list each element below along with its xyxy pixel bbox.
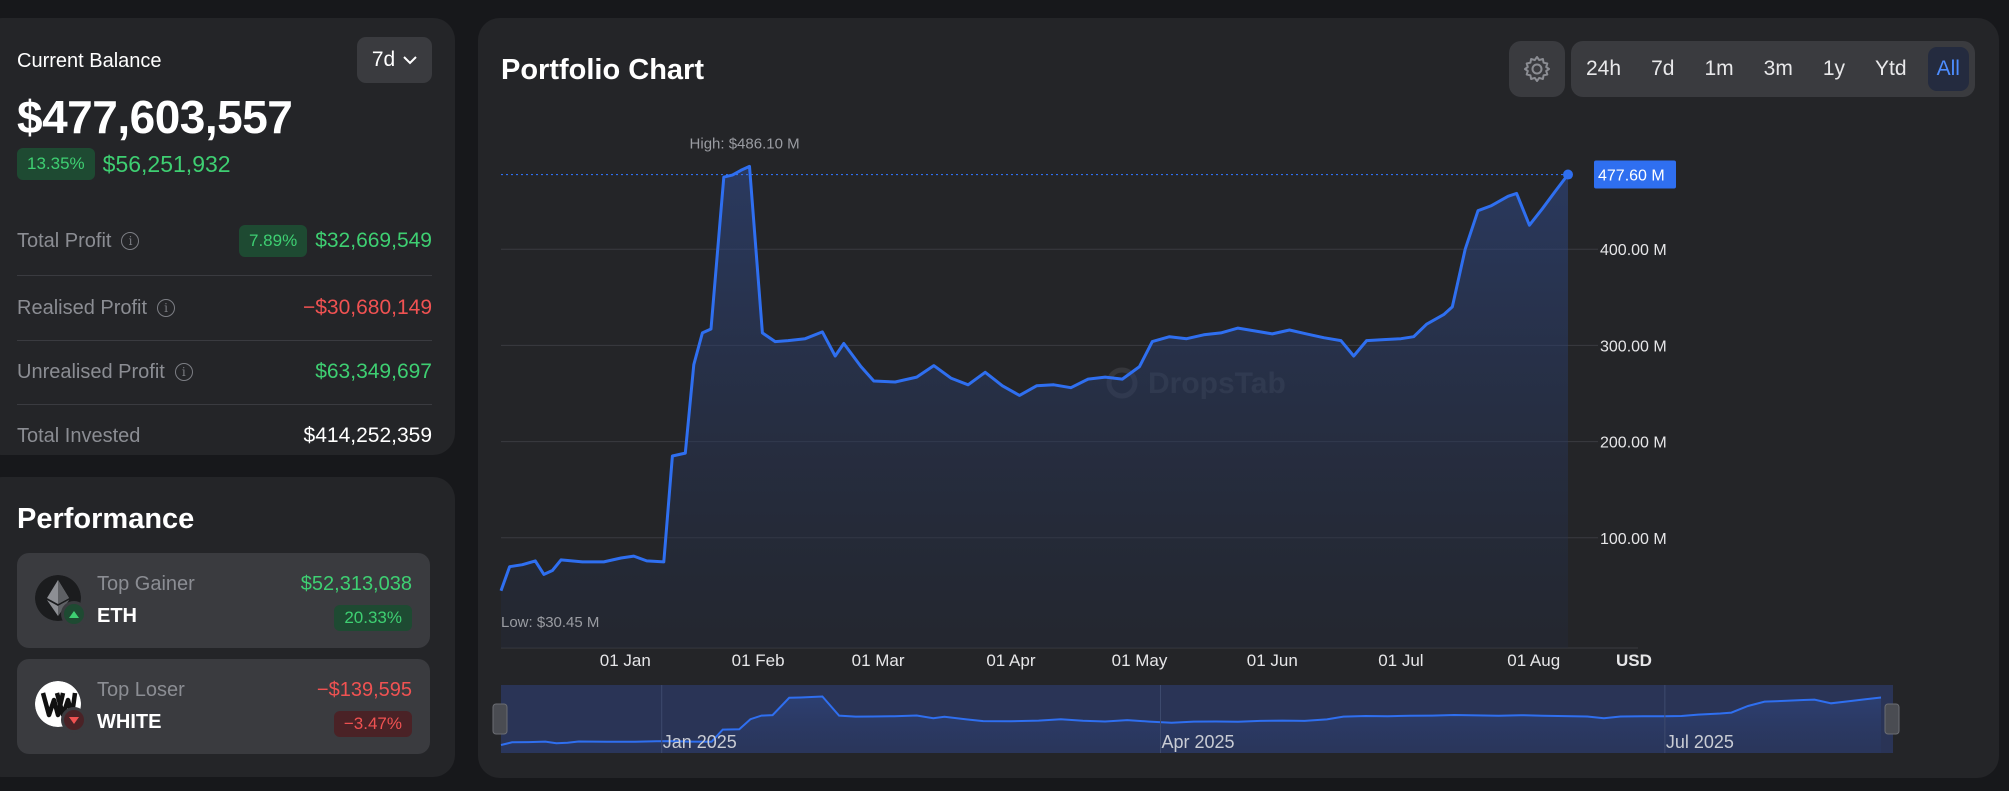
performance-card: Performance Top Gainer ETH $52,313,038 2… <box>0 477 455 777</box>
balance-change-pct-badge: 13.35% <box>17 148 95 180</box>
x-tick-label: 01 May <box>1112 651 1168 670</box>
range-7d[interactable]: 7d <box>1651 57 1675 80</box>
realised-profit-value: −$30,680,149 <box>302 296 432 319</box>
range-all[interactable]: All <box>1927 47 1969 91</box>
chart-title: Portfolio Chart <box>501 54 704 86</box>
range-3m[interactable]: 3m <box>1763 57 1793 80</box>
low-annotation: Low: $30.45 M <box>501 614 599 631</box>
x-tick-label: 01 Mar <box>852 651 905 670</box>
balance-range-value: 7d <box>371 48 396 71</box>
navigator-line <box>500 695 1882 746</box>
range-ytd[interactable]: Ytd <box>1875 57 1907 80</box>
x-tick-label: 01 Jan <box>600 651 651 670</box>
navigator-right-handle[interactable] <box>1884 703 1900 735</box>
chart-settings-button[interactable] <box>1509 41 1565 97</box>
top-loser-card[interactable]: Top Loser WHITE −$139,595 −3.47% <box>17 659 430 754</box>
top-loser-pct-badge: −3.47% <box>333 711 412 737</box>
balance-card: Current Balance 7d $477,603,557 13.35% $… <box>0 18 455 455</box>
top-loser-symbol: WHITE <box>97 711 162 733</box>
x-tick-label: 01 Jun <box>1247 651 1298 670</box>
navigator-label: Apr 2025 <box>1162 732 1235 752</box>
y-tick-label: 400.00 M <box>1600 242 1667 259</box>
divider <box>17 340 432 341</box>
current-value-label: 477.60 M <box>1598 168 1665 185</box>
divider <box>17 275 432 276</box>
down-arrow-icon <box>61 707 87 733</box>
info-icon[interactable]: i <box>174 363 193 381</box>
chevron-down-icon <box>403 55 417 64</box>
x-tick-label: 01 Apr <box>986 651 1035 670</box>
top-loser-caption: Top Loser <box>97 679 185 701</box>
up-arrow-icon <box>61 601 87 627</box>
top-gainer-caption: Top Gainer <box>97 573 195 595</box>
y-tick-label: 200.00 M <box>1600 435 1667 452</box>
gear-icon <box>1524 56 1550 82</box>
realised-profit-row: Realised Profit i −$30,680,149 <box>17 277 432 339</box>
x-tick-label: 01 Jul <box>1378 651 1423 670</box>
total-invested-label: Total Invested <box>17 424 141 447</box>
y-tick-label: 100.00 M <box>1600 531 1667 548</box>
range-1y[interactable]: 1y <box>1822 57 1846 80</box>
top-gainer-amount: $52,313,038 <box>300 573 412 595</box>
balance-range-dropdown[interactable]: 7d <box>357 37 432 83</box>
total-invested-value: $414,252,359 <box>303 424 432 447</box>
total-profit-pct-badge: 7.89% <box>239 225 308 257</box>
unrealised-profit-label: Unrealised Profit <box>17 360 165 383</box>
total-profit-value: $32,669,549 <box>315 229 432 252</box>
total-profit-row: Total Profit i 7.89% $32,669,549 <box>17 210 432 272</box>
range-1m[interactable]: 1m <box>1704 57 1734 80</box>
top-gainer-symbol: ETH <box>97 605 137 627</box>
navigator-label: Jul 2025 <box>1666 732 1734 752</box>
top-loser-amount: −$139,595 <box>316 679 412 701</box>
info-icon[interactable]: i <box>121 232 140 250</box>
total-profit-label: Total Profit <box>17 229 112 252</box>
series-line <box>499 164 1570 592</box>
navigator-area <box>501 696 1881 753</box>
y-tick-label: 300.00 M <box>1600 338 1667 355</box>
current-balance-value: $477,603,557 <box>17 91 293 143</box>
currency-label: USD <box>1616 651 1652 670</box>
current-value-badge <box>1594 160 1676 189</box>
unrealised-profit-row: Unrealised Profit i $63,349,697 <box>17 341 432 403</box>
balance-change: 13.35% $56,251,932 <box>17 148 231 180</box>
current-value-marker <box>1563 169 1573 180</box>
realised-profit-label: Realised Profit <box>17 296 148 319</box>
series-area <box>501 166 1568 648</box>
x-tick-label: 01 Aug <box>1507 651 1560 670</box>
x-tick-label: 01 Feb <box>732 651 785 670</box>
current-balance-label: Current Balance <box>17 50 162 72</box>
info-icon[interactable]: i <box>157 299 176 317</box>
total-invested-row: Total Invested $414,252,359 <box>17 405 432 467</box>
balance-change-amount: $56,251,932 <box>102 150 231 177</box>
unrealised-profit-value: $63,349,697 <box>315 360 432 383</box>
top-gainer-card[interactable]: Top Gainer ETH $52,313,038 20.33% <box>17 553 430 648</box>
range-24h[interactable]: 24h <box>1586 57 1622 80</box>
chart-range-selector: 24h 7d 1m 3m 1y Ytd All <box>1571 41 1975 97</box>
navigator-label: Jan 2025 <box>663 732 737 752</box>
performance-title: Performance <box>17 503 195 535</box>
high-annotation: High: $486.10 M <box>690 135 800 152</box>
top-gainer-pct-badge: 20.33% <box>334 605 412 631</box>
divider <box>17 404 432 405</box>
navigator-left-handle[interactable] <box>492 703 508 735</box>
